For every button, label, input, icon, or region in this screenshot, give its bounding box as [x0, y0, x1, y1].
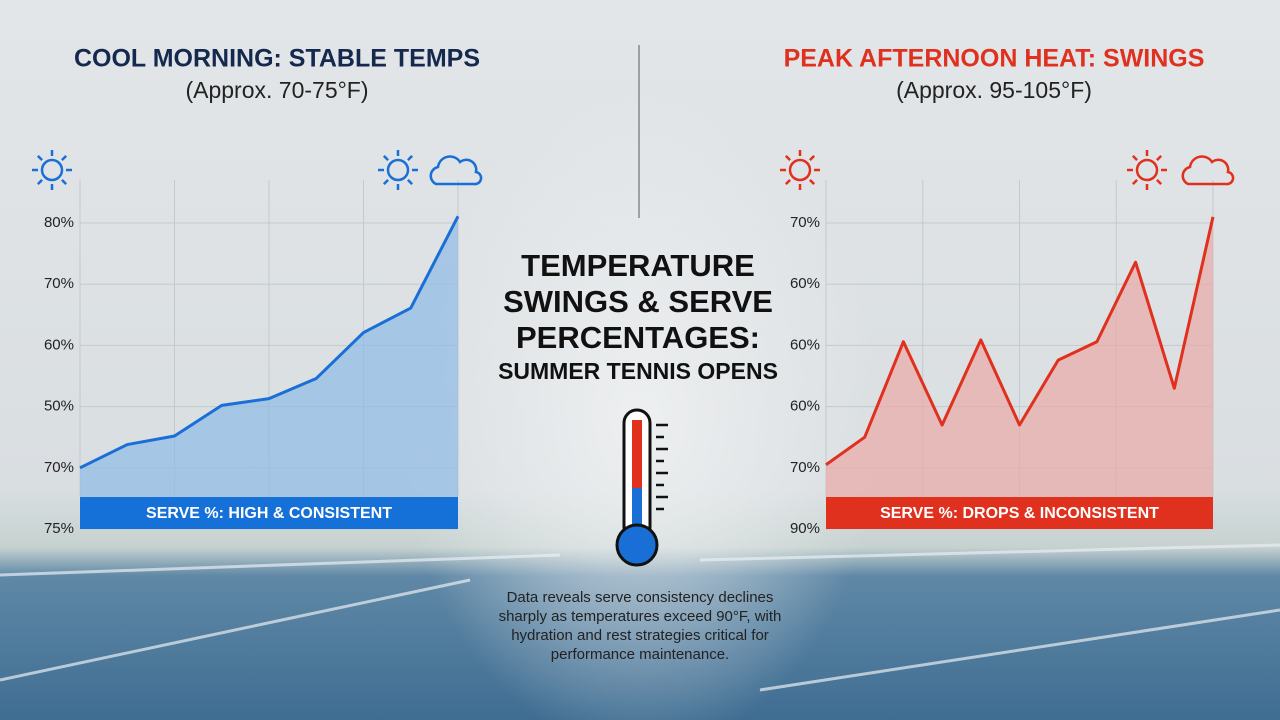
caption-line: sharply as temperatures exceed 90°F, wit… — [499, 608, 782, 625]
sun-ray — [784, 179, 791, 186]
title-line: SWINGS & SERVE — [503, 284, 773, 319]
sun-ray — [382, 154, 389, 161]
sun-ray — [407, 179, 414, 186]
cloud-icon — [429, 155, 483, 186]
sun-ray — [61, 154, 68, 161]
sun-ray — [809, 154, 816, 161]
title-line: TEMPERATURE — [521, 248, 755, 283]
sun-ray — [36, 179, 43, 186]
panel-title: COOL MORNING: STABLE TEMPS — [74, 45, 480, 73]
area-fill — [826, 216, 1213, 497]
caption: Data reveals serve consistency declines s… — [499, 589, 782, 663]
cloud-icon — [1181, 155, 1235, 186]
title-line: PERCENTAGES: — [516, 320, 760, 355]
panel-subtitle: (Approx. 95-105°F) — [896, 77, 1092, 103]
banner-text: SERVE %: DROPS & INCONSISTENT — [880, 505, 1159, 522]
sun-icon — [40, 158, 64, 182]
data-line — [79, 215, 460, 470]
y-tick-label: 60% — [44, 336, 74, 353]
sun-ray — [1131, 179, 1138, 186]
y-tick-label: 60% — [790, 336, 820, 353]
y-tick-label: 60% — [790, 398, 820, 415]
sun-ray — [1131, 154, 1138, 161]
banner — [80, 497, 458, 529]
caption-line: hydration and rest strategies critical f… — [511, 627, 769, 644]
sun-ray — [382, 179, 389, 186]
caption-line: Data reveals serve consistency declines — [507, 589, 774, 606]
sun-ray — [407, 154, 414, 161]
thermometer — [615, 408, 668, 567]
sun-ray — [809, 179, 816, 186]
sun-icon — [788, 158, 812, 182]
y-tick-label: 70% — [44, 459, 74, 476]
panel-subtitle: (Approx. 70-75°F) — [185, 77, 368, 103]
y-tick-label: 80% — [44, 214, 74, 231]
sun-ray — [61, 179, 68, 186]
sun-icon — [1135, 158, 1159, 182]
area-fill — [80, 216, 458, 497]
y-tick-label: 60% — [790, 275, 820, 292]
sun-ray — [784, 154, 791, 161]
y-tick-label: 70% — [44, 275, 74, 292]
y-tick-label: 70% — [790, 459, 820, 476]
data-line — [825, 216, 1215, 466]
y-tick-label: 70% — [790, 214, 820, 231]
y-tick-label: 75% — [44, 520, 74, 537]
banner — [826, 497, 1213, 529]
sun-icon — [386, 158, 410, 182]
sun-ray — [36, 154, 43, 161]
banner-text: SERVE %: HIGH & CONSISTENT — [146, 505, 392, 522]
panel-title: PEAK AFTERNOON HEAT: SWINGS — [784, 45, 1205, 73]
sun-ray — [1156, 154, 1163, 161]
y-tick-label: 90% — [790, 520, 820, 537]
main-title: TEMPERATURE SWINGS & SERVE PERCENTAGES: — [503, 248, 773, 355]
sun-ray — [1156, 179, 1163, 186]
caption-line: performance maintenance. — [551, 646, 729, 663]
center-glow — [400, 90, 880, 720]
y-tick-label: 50% — [44, 398, 74, 415]
main-subtitle: SUMMER TENNIS OPENS — [498, 358, 778, 384]
